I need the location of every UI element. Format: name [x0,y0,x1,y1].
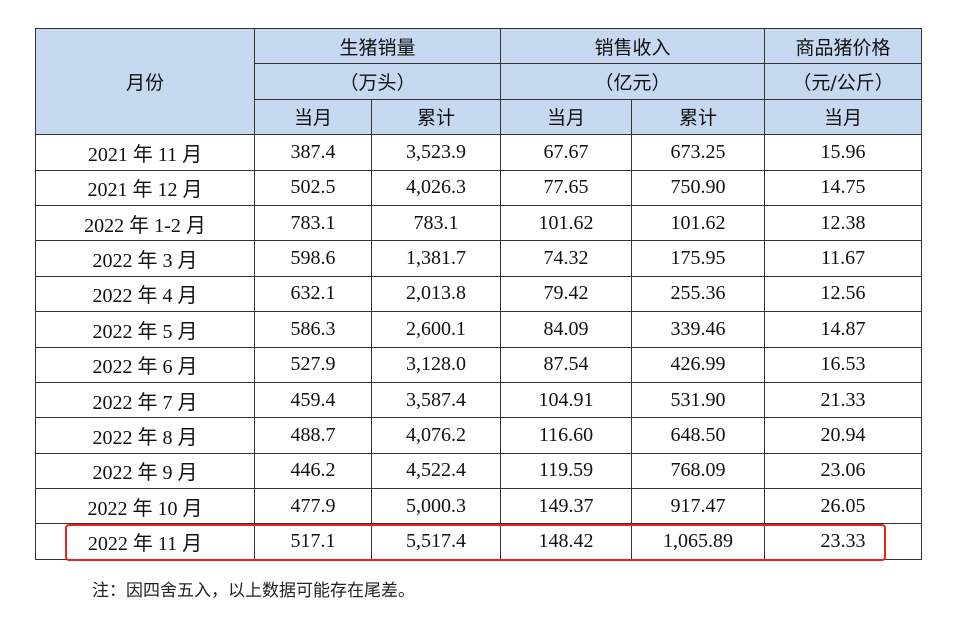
cell-value: 14.75 [764,169,923,206]
sub-header: 当月 [764,98,923,136]
cell-value: 527.9 [254,346,372,383]
cell-month: 2022 年 11 月 [35,523,255,560]
table-row: 2022 年 11 月 517.1 5,517.4 148.42 1,065.89 23.… [35,523,923,560]
cell-value: 477.9 [254,488,372,525]
unit-price: （元/公斤） [764,63,923,100]
cell-value: 67.67 [500,134,633,171]
table-row: 2022 年 1-2 月 783.1 783.1 101.62 101.62 12.38 [35,204,923,242]
cell-value: 387.4 [254,134,372,171]
cell-value: 16.53 [764,346,923,383]
cell-value: 119.59 [500,452,633,490]
cell-value: 446.2 [254,452,372,490]
cell-value: 768.09 [631,452,766,490]
cell-value: 3,128.0 [370,346,502,383]
table-row: 2022 年 9 月 446.2 4,522.4 119.59 768.09 23.06 [35,452,923,490]
header-revenue: 销售收入 [500,27,766,65]
cell-value: 104.91 [500,381,633,419]
cell-value: 673.25 [631,134,766,171]
cell-value: 26.05 [764,488,923,525]
cell-value: 79.42 [500,275,633,313]
cell-month: 2022 年 7 月 [35,381,255,419]
cell-value: 87.54 [500,346,633,383]
cell-value: 12.38 [764,204,923,242]
sub-header: 累计 [370,98,502,136]
cell-value: 5,000.3 [370,488,502,525]
table-row: 2022 年 10 月 477.9 5,000.3 149.37 917.47 26.05 [35,488,923,525]
cell-value: 23.06 [764,452,923,490]
cell-value: 21.33 [764,381,923,419]
sub-header: 当月 [254,98,372,136]
cell-value: 632.1 [254,275,372,313]
cell-value: 5,517.4 [370,523,502,560]
cell-value: 255.36 [631,275,766,313]
table-row: 2021 年 11 月 387.4 3,523.9 67.67 673.25 15.96 [35,134,923,171]
cell-month: 2021 年 12 月 [35,169,255,206]
cell-value: 488.7 [254,417,372,454]
sales-table: 月份 生猪销量 销售收入 商品猪价格 （万头） （亿元） （元/公斤） 当月 累… [35,27,923,560]
cell-month: 2022 年 8 月 [35,417,255,454]
cell-value: 4,026.3 [370,169,502,206]
table-row: 2022 年 3 月 598.6 1,381.7 74.32 175.95 11.67 [35,240,923,277]
cell-value: 20.94 [764,417,923,454]
cell-value: 74.32 [500,240,633,277]
header-sales-volume: 生猪销量 [253,27,502,65]
table-row: 2022 年 4 月 632.1 2,013.8 79.42 255.36 12.56 [35,275,923,313]
cell-month: 2022 年 4 月 [35,275,255,313]
cell-month: 2022 年 10 月 [35,488,255,525]
sub-header: 累计 [631,98,766,136]
cell-value: 598.6 [254,240,372,277]
cell-month: 2022 年 5 月 [35,311,255,348]
cell-value: 426.99 [631,346,766,383]
cell-value: 15.96 [764,134,923,171]
header-month: 月份 [35,27,255,136]
cell-value: 783.1 [370,204,502,242]
cell-value: 339.46 [631,311,766,348]
cell-value: 4,522.4 [370,452,502,490]
cell-value: 84.09 [500,311,633,348]
cell-value: 459.4 [254,381,372,419]
cell-value: 4,076.2 [370,417,502,454]
cell-value: 2,600.1 [370,311,502,348]
cell-value: 3,523.9 [370,134,502,171]
cell-month: 2021 年 11 月 [35,134,255,171]
cell-value: 14.87 [764,311,923,348]
unit-revenue: （亿元） [500,63,766,100]
highlight-box [65,524,886,561]
cell-month: 2022 年 1-2 月 [35,204,255,242]
unit-sales-volume: （万头） [253,63,502,100]
cell-value: 2,013.8 [370,275,502,313]
cell-value: 175.95 [631,240,766,277]
cell-value: 3,587.4 [370,381,502,419]
cell-month: 2022 年 9 月 [35,452,255,490]
footnote: 注：因四舍五入，以上数据可能存在尾差。 [92,581,415,601]
cell-month: 2022 年 6 月 [35,346,255,383]
cell-month: 2022 年 3 月 [35,240,255,277]
table-row: 2022 年 5 月 586.3 2,600.1 84.09 339.46 14.87 [35,311,923,348]
cell-value: 783.1 [254,204,372,242]
cell-value: 917.47 [631,488,766,525]
cell-value: 77.65 [500,169,633,206]
cell-value: 116.60 [500,417,633,454]
cell-value: 1,381.7 [370,240,502,277]
cell-value: 648.50 [631,417,766,454]
cell-value: 101.62 [500,204,633,242]
table-row: 2022 年 6 月 527.9 3,128.0 87.54 426.99 16.53 [35,346,923,383]
cell-value: 12.56 [764,275,923,313]
table-row: 2022 年 7 月 459.4 3,587.4 104.91 531.90 21.33 [35,381,923,419]
table-row: 2021 年 12 月 502.5 4,026.3 77.65 750.90 14.75 [35,169,923,206]
cell-value: 750.90 [631,169,766,206]
sub-header: 当月 [500,98,633,136]
cell-value: 1,065.89 [631,523,766,560]
cell-value: 586.3 [254,311,372,348]
cell-value: 149.37 [500,488,633,525]
header-price: 商品猪价格 [764,27,923,65]
cell-value: 101.62 [631,204,766,242]
cell-value: 517.1 [254,523,372,560]
cell-value: 11.67 [764,240,923,277]
cell-value: 502.5 [254,169,372,206]
cell-value: 531.90 [631,381,766,419]
table-row: 2022 年 8 月 488.7 4,076.2 116.60 648.50 20.94 [35,417,923,454]
